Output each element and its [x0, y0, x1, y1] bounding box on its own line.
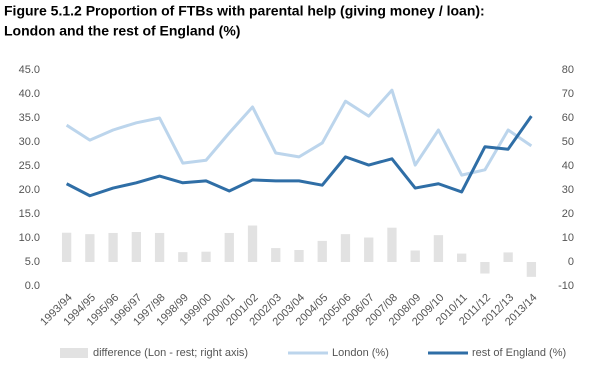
y-tick-label: 5.0: [25, 256, 40, 268]
bar: [480, 262, 490, 274]
bar: [201, 251, 211, 262]
bar: [108, 232, 118, 262]
y-tick-label: 45.0: [19, 64, 40, 76]
y-tick-label: 30.0: [19, 136, 40, 148]
legend-label: London (%): [332, 347, 389, 359]
bar: [364, 237, 374, 262]
y2-tick-label: 0: [568, 256, 574, 268]
legend-label: rest of England (%): [472, 347, 566, 359]
bar: [85, 234, 95, 262]
bar: [317, 240, 327, 262]
bar: [224, 232, 234, 262]
legend-swatch: [60, 348, 88, 358]
y-tick-label: 25.0: [19, 160, 40, 172]
y2-tick-label: 10: [562, 232, 574, 244]
bar: [340, 234, 351, 262]
y2-tick-label: 40: [562, 160, 574, 172]
y2-tick-label: 70: [562, 88, 574, 100]
bar: [271, 248, 281, 262]
y2-tick-label: 60: [562, 112, 574, 124]
bar: [503, 252, 513, 262]
chart-title: London and the rest of England (%): [4, 23, 240, 39]
y2-tick-label: -10: [558, 280, 574, 292]
y2-tick-label: 80: [562, 64, 574, 76]
line: [65, 115, 533, 198]
bar: [154, 232, 165, 262]
bar: [433, 235, 444, 262]
y2-tick-label: 20: [562, 208, 574, 220]
y2-tick-label: 30: [562, 184, 574, 196]
bar: [387, 227, 397, 262]
y-tick-label: 20.0: [19, 184, 40, 196]
bar: [457, 253, 467, 262]
legend-label: difference (Lon - rest; right axis): [93, 347, 248, 359]
bar: [526, 262, 537, 277]
bar: [247, 225, 258, 262]
y2-tick-label: 50: [562, 136, 574, 148]
line: [65, 88, 533, 177]
y-tick-label: 0.0: [25, 280, 40, 292]
y-tick-label: 15.0: [19, 208, 40, 220]
bar: [294, 250, 304, 262]
y-tick-label: 35.0: [19, 112, 40, 124]
chart-title: Figure 5.1.2 Proportion of FTBs with par…: [4, 3, 485, 19]
bar: [410, 250, 420, 262]
bar: [61, 232, 72, 262]
y-tick-label: 10.0: [19, 232, 40, 244]
bar: [178, 252, 188, 262]
bar: [131, 232, 141, 262]
y-tick-label: 40.0: [19, 88, 40, 100]
